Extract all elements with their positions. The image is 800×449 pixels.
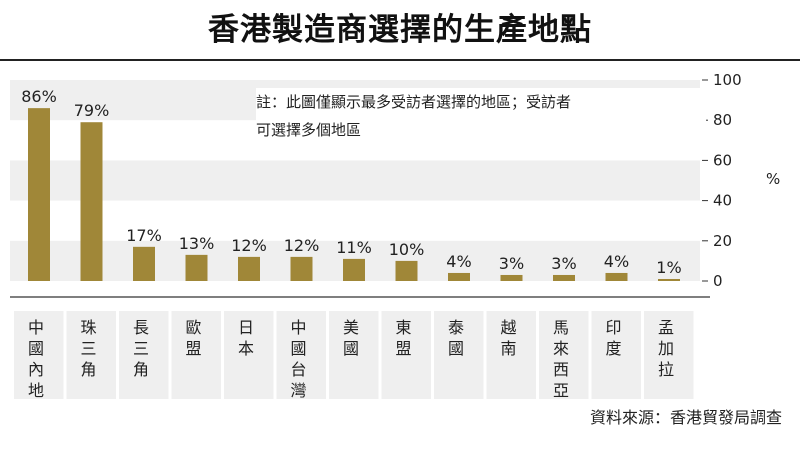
bar bbox=[553, 274, 575, 281]
category-box bbox=[434, 311, 484, 399]
category-box bbox=[276, 311, 326, 399]
bar-value-label: 3% bbox=[499, 254, 524, 273]
bar-value-label: 11% bbox=[336, 238, 372, 257]
category-label: 長三角 bbox=[133, 318, 149, 379]
bar-value-label: 4% bbox=[446, 252, 471, 271]
bar bbox=[500, 274, 523, 281]
category-label: 東盟 bbox=[396, 318, 412, 358]
y-tick-label: 20 bbox=[713, 232, 732, 250]
chart-note: 註：此圖僅顯示最多受訪者選擇的地區；受訪者 可選擇多個地區 bbox=[256, 88, 706, 144]
category-box bbox=[224, 311, 274, 399]
category-label: 泰國 bbox=[448, 318, 464, 358]
category-label: 珠三角 bbox=[81, 318, 97, 379]
bar bbox=[658, 278, 680, 281]
bar bbox=[238, 256, 260, 281]
category-label-boxes bbox=[14, 311, 694, 399]
category-label: 歐盟 bbox=[186, 318, 202, 358]
title-divider bbox=[0, 59, 800, 61]
category-box bbox=[66, 311, 116, 399]
bar bbox=[395, 260, 418, 281]
category-label: 印度 bbox=[606, 318, 622, 358]
category-box bbox=[119, 311, 169, 399]
bar bbox=[605, 272, 628, 281]
y-tick-label: 100 bbox=[713, 71, 742, 89]
category-label: 日本 bbox=[238, 318, 254, 358]
category-box bbox=[644, 311, 694, 399]
bar bbox=[448, 272, 470, 281]
value-labels: 86% 79% 17% 13% 12% 12% 11% 10% 4% 3% 3% 4% 1% bbox=[21, 87, 681, 277]
bar bbox=[28, 108, 50, 281]
bar-value-label: 12% bbox=[231, 236, 267, 255]
category-box bbox=[329, 311, 379, 399]
bars bbox=[28, 108, 680, 282]
category-box bbox=[539, 311, 589, 399]
y-tick-label: 0 bbox=[713, 272, 723, 290]
bar-value-label: 10% bbox=[389, 240, 425, 259]
bar-value-label: 3% bbox=[551, 254, 576, 273]
grid-band bbox=[10, 160, 700, 201]
bar-value-label: 12% bbox=[284, 236, 320, 255]
source-note: 資料來源：香港貿發局調查 bbox=[589, 408, 782, 427]
category-label: 馬來西亞 bbox=[553, 318, 569, 400]
bar bbox=[290, 256, 313, 281]
chart-title: 香港製造商選擇的生產地點 bbox=[208, 12, 592, 48]
category-label: 中國內地 bbox=[28, 318, 44, 400]
note-line-1: 註：此圖僅顯示最多受訪者選擇的地區；受訪者 bbox=[256, 93, 572, 111]
category-box bbox=[591, 311, 641, 399]
category-box bbox=[14, 311, 64, 399]
note-line-2: 可選擇多個地區 bbox=[256, 121, 362, 139]
y-axis-ticks: 0 20 40 60 80 100 bbox=[702, 71, 742, 290]
y-axis-unit: % bbox=[766, 170, 780, 188]
bar-value-label: 4% bbox=[604, 252, 629, 271]
category-label: 孟加拉 bbox=[658, 318, 674, 379]
bar bbox=[133, 246, 155, 281]
bar bbox=[343, 258, 365, 281]
bar bbox=[80, 122, 103, 282]
bar-value-label: 86% bbox=[21, 87, 57, 106]
bar-value-label: 1% bbox=[656, 258, 681, 277]
y-tick-label: 80 bbox=[713, 111, 732, 129]
category-box bbox=[171, 311, 221, 399]
bar bbox=[185, 254, 208, 281]
category-box bbox=[486, 311, 536, 399]
category-label: 越南 bbox=[501, 318, 517, 358]
y-tick-label: 40 bbox=[713, 192, 732, 210]
bar-value-label: 17% bbox=[126, 226, 162, 245]
category-label: 美國 bbox=[343, 318, 359, 358]
bar-value-label: 13% bbox=[179, 234, 215, 253]
bar-value-label: 79% bbox=[74, 101, 110, 120]
category-label: 中國台灣 bbox=[291, 318, 307, 400]
y-tick-label: 60 bbox=[713, 151, 732, 169]
category-box bbox=[381, 311, 431, 399]
